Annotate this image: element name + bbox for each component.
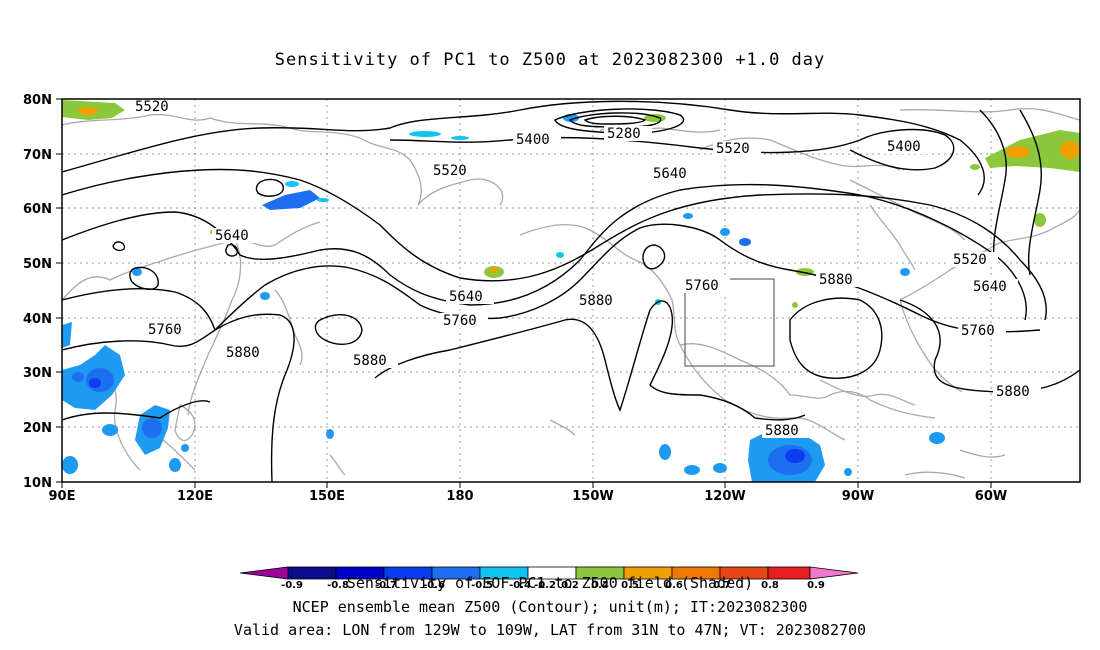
contour-label: 5760	[961, 323, 995, 339]
colorbar-tick: -0.9	[281, 580, 303, 591]
lat-label: 50N	[23, 257, 52, 272]
map-frame	[61, 98, 1081, 483]
contour-label: 5760	[443, 313, 477, 329]
colorbar-tick: -0.5	[471, 580, 493, 591]
lon-label: 90E	[49, 489, 76, 504]
coastlines	[62, 108, 1080, 479]
colorbar-high-arrow	[809, 566, 859, 580]
lon-axis: 90E 120E 150E 180 150W 120W 90W 60W	[49, 482, 1007, 504]
colorbar-tick: 0.8	[761, 580, 779, 591]
valid-area-description: Valid area: LON from 129W to 109W, LAT f…	[233, 621, 867, 639]
contour-label: 5520	[716, 141, 750, 157]
colorbar	[239, 566, 859, 580]
lon-label: 180	[446, 489, 473, 504]
contour-label: 5280	[607, 126, 641, 142]
contour-label: 5880	[226, 345, 260, 361]
colorbar-tick: 0.4	[591, 580, 609, 591]
lon-label: 60W	[975, 489, 1007, 504]
lat-label: 80N	[23, 93, 52, 108]
colorbar-tick: 0.9	[807, 580, 825, 591]
sensitivity-shading	[62, 100, 1080, 482]
colorbar-tick: -0.4	[509, 580, 531, 591]
colorbar-tick: -0.8	[327, 580, 349, 591]
contour-label: 5880	[765, 423, 799, 439]
lon-label: 120W	[704, 489, 745, 504]
contour-label: 5640	[653, 166, 687, 182]
contour-label: 5640	[215, 228, 249, 244]
contour-label: 5640	[449, 289, 483, 305]
colorbar-tick: 0.6	[665, 580, 683, 591]
lat-label: 60N	[23, 202, 52, 217]
lat-label: 40N	[23, 312, 52, 327]
lat-axis: 80N 70N 60N 50N 40N 30N 20N 10N	[23, 93, 62, 491]
contour-label: 5760	[148, 322, 182, 338]
contour-label: 5400	[516, 132, 550, 148]
colorbar-title: Sensitivity of EOF PC1 to Z500 field (Sh…	[346, 574, 754, 592]
lat-label: 30N	[23, 366, 52, 381]
contour-label: 5880	[353, 353, 387, 369]
map-title: Sensitivity of PC1 to Z500 at 2023082300…	[274, 50, 826, 70]
contour-label-layer: 5520 5400 5280 5520 5400 5520 5640 5640 …	[132, 99, 1041, 439]
colorbar-tick: 0.5	[621, 580, 639, 591]
lon-label: 150W	[572, 489, 613, 504]
colorbar-tick: 0.2	[561, 580, 579, 591]
contour-label: 5760	[685, 278, 719, 294]
colorbar-tick: -0.7	[375, 580, 397, 591]
contour-label: 5520	[433, 163, 467, 179]
lat-label: 70N	[23, 148, 52, 163]
lon-label: 90W	[842, 489, 874, 504]
contour-label: 5640	[973, 279, 1007, 295]
lon-label: 150E	[309, 489, 345, 504]
colorbar-ticks: -0.9 -0.8 -0.7 -0.6 -0.5 -0.4 -0.2 0.2 0…	[281, 580, 825, 591]
contour-description: NCEP ensemble mean Z500 (Contour); unit(…	[292, 598, 808, 616]
contour-label: 5520	[953, 252, 987, 268]
colorbar-tick: 0.7	[713, 580, 731, 591]
contour-label: 5880	[579, 293, 613, 309]
contour-label: 5880	[819, 272, 853, 288]
graticule	[62, 99, 1080, 482]
lon-label: 120E	[177, 489, 213, 504]
colorbar-tick: -0.2	[534, 580, 556, 591]
colorbar-tick: -0.6	[423, 580, 445, 591]
lat-label: 20N	[23, 421, 52, 436]
contour-label: 5400	[887, 139, 921, 155]
z500-contours	[62, 100, 1080, 482]
contour-label: 5880	[996, 384, 1030, 400]
contour-label: 5520	[135, 99, 169, 115]
lat-label: 10N	[23, 476, 52, 491]
